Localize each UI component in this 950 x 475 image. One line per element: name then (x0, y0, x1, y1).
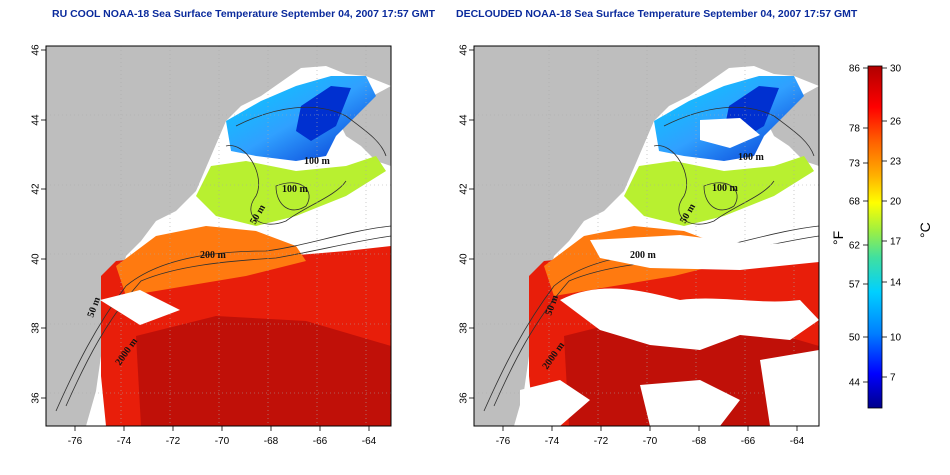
y-tick-label: 46 (31, 44, 42, 56)
fahrenheit-tick-label: 68 (849, 197, 861, 208)
contour-label: 200 m (630, 250, 657, 261)
x-tick-label: -68 (692, 436, 707, 447)
right-panel-title: DECLOUDED NOAA-18 Sea Surface Temperatur… (456, 8, 858, 20)
x-tick-label: -68 (264, 436, 279, 447)
y-tick-label: 40 (459, 253, 470, 265)
y-tick-label: 44 (459, 114, 470, 126)
left-map-panel: 100 m 100 m 50 m 200 m 50 m 2000 m -76 -7… (31, 44, 392, 447)
celsius-tick-label: 14 (890, 278, 902, 289)
y-tick-label: 38 (459, 322, 470, 334)
fahrenheit-tick-label: 62 (849, 241, 861, 252)
x-tick-label: -64 (362, 436, 377, 447)
x-tick-label: -76 (496, 436, 511, 447)
fahrenheit-tick-label: 86 (849, 64, 861, 75)
contour-label: 100 m (738, 152, 765, 163)
y-tick-label: 44 (31, 114, 42, 126)
celsius-tick-label: 17 (890, 237, 902, 248)
celsius-unit-label: °C (917, 222, 933, 238)
fahrenheit-unit-label: °F (830, 231, 846, 245)
y-tick-label: 42 (31, 183, 42, 195)
x-tick-label: -76 (68, 436, 83, 447)
celsius-tick-label: 23 (890, 157, 902, 168)
x-tick-label: -70 (643, 436, 658, 447)
x-tick-label: -70 (215, 436, 230, 447)
y-tick-label: 46 (459, 44, 470, 56)
x-tick-label: -66 (313, 436, 328, 447)
celsius-tick-label: 20 (890, 197, 902, 208)
fahrenheit-tick-label: 44 (849, 378, 861, 389)
x-tick-label: -72 (166, 436, 181, 447)
celsius-tick-label: 26 (890, 117, 902, 128)
contour-label: 100 m (304, 156, 331, 167)
x-tick-label: -72 (594, 436, 609, 447)
fahrenheit-tick-label: 50 (849, 333, 861, 344)
left-panel-title: RU COOL NOAA-18 Sea Surface Temperature … (52, 8, 436, 20)
celsius-tick-label: 10 (890, 333, 902, 344)
celsius-tick-label: 30 (890, 64, 902, 75)
x-tick-label: -66 (741, 436, 756, 447)
contour-label: 100 m (712, 183, 739, 194)
contour-label: 200 m (200, 250, 227, 261)
x-tick-label: -64 (790, 436, 805, 447)
fahrenheit-tick-label: 57 (849, 280, 861, 291)
y-tick-label: 36 (31, 392, 42, 404)
contour-label: 100 m (282, 184, 309, 195)
celsius-tick-label: 7 (890, 373, 896, 384)
right-map-panel: 100 m 100 m 50 m 200 m 50 m 2000 m -76 -7… (459, 44, 820, 447)
fahrenheit-tick-label: 73 (849, 159, 861, 170)
x-tick-label: -74 (545, 436, 560, 447)
y-tick-label: 42 (459, 183, 470, 195)
y-tick-label: 38 (31, 322, 42, 334)
temperature-colorbar: 86 78 73 68 62 57 50 44 30 26 23 20 17 14 10 7 °F °C (830, 64, 933, 409)
x-tick-label: -74 (117, 436, 132, 447)
y-tick-label: 36 (459, 392, 470, 404)
fahrenheit-tick-label: 78 (849, 124, 861, 135)
y-tick-label: 40 (31, 253, 42, 265)
